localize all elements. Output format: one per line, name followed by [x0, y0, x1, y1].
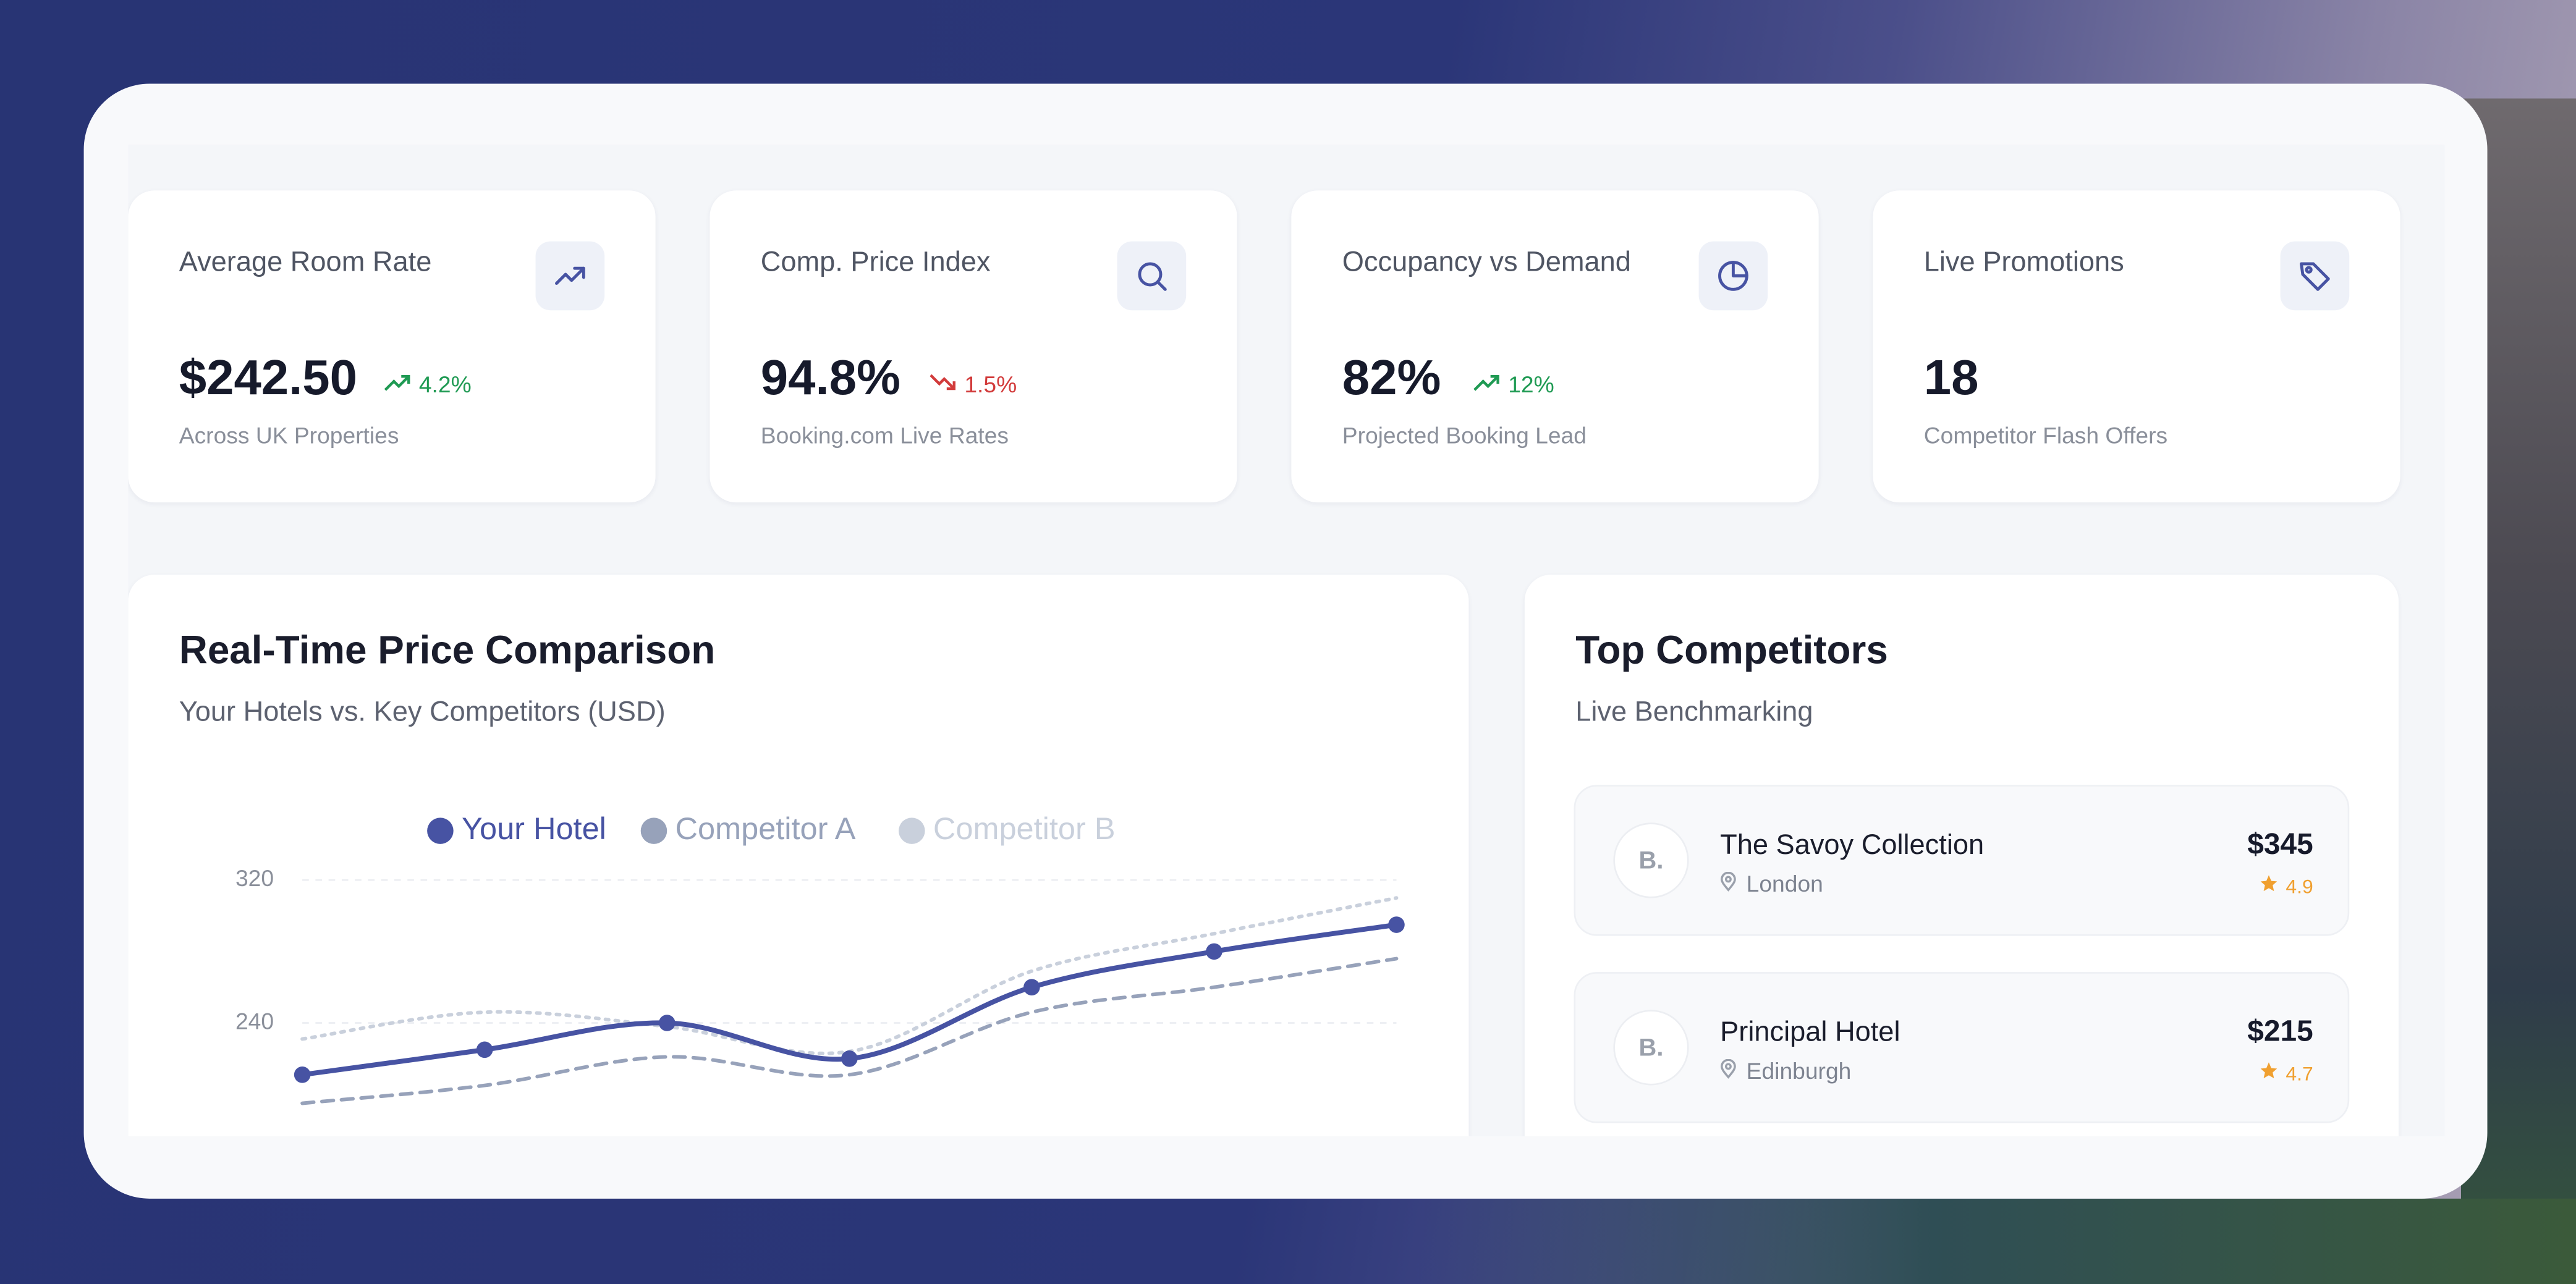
icon	[555, 266, 585, 285]
trend-icon	[928, 371, 958, 398]
chart-title: Real-Time Price Comparison	[179, 628, 716, 674]
trend-icon	[1472, 371, 1502, 398]
rating: 4.7	[2260, 1061, 2313, 1086]
kpi-title: Occupancy vs Demand	[1342, 246, 1631, 278]
kpi-subtitle: Projected Booking Lead	[1342, 421, 1587, 449]
hotel-name: The Savoy Collection	[1720, 829, 1985, 861]
rating-text: 4.9	[2286, 874, 2313, 898]
kpi-value: 18	[1923, 351, 1979, 406]
legend-label: Your Hotel	[462, 811, 606, 846]
legend-label: Competitor A	[676, 811, 856, 846]
legend-swatch	[640, 817, 667, 844]
kpi-title: Average Room Rate	[179, 246, 432, 278]
hotel-name: Principal Hotel	[1720, 1016, 1900, 1048]
price: $215	[2247, 1015, 2313, 1048]
series-line	[300, 896, 1399, 1055]
star-icon	[2260, 1061, 2279, 1086]
kpi-value: 82%	[1342, 351, 1441, 406]
avatar: B.	[1613, 1010, 1689, 1086]
kpi-value: 94.8%	[760, 351, 900, 406]
dashboard-content: Average Room Rate $242.50 4.2% Across UK Pr…	[128, 144, 2445, 1136]
change-text: 4.2%	[418, 371, 472, 398]
competitors-subtitle: Live Benchmarking	[1575, 696, 1813, 728]
change-text: 1.5%	[964, 371, 1017, 398]
icon	[2300, 262, 2330, 291]
kpi-icon	[1698, 241, 1768, 311]
competitor-item: B. The Savoy Collection London $345 4.9	[1574, 785, 2350, 936]
data-point	[1388, 916, 1405, 933]
kpi-card: Comp. Price Index 94.8% 1.5% Booking.com Li…	[710, 190, 1237, 503]
series-line	[300, 957, 1399, 1105]
chart-subtitle: Your Hotels vs. Key Competitors (USD)	[179, 696, 666, 728]
chart: 240 320 Your Hotel Competitor A Competitor B	[235, 811, 1405, 1105]
kpi-card: Occupancy vs Demand 82% 12% Projected Booki…	[1291, 190, 1819, 503]
dashboard-panel: Average Room Rate $242.50 4.2% Across UK Pr…	[83, 83, 2488, 1199]
data-point	[841, 1050, 858, 1067]
kpi-subtitle: Competitor Flash Offers	[1923, 421, 2168, 449]
location: London	[1720, 870, 1823, 897]
y-tick-label: 320	[235, 865, 274, 891]
competitors-card: Top Competitors Live Benchmarking B. The …	[1524, 575, 2399, 1136]
data-point	[658, 1015, 676, 1031]
rating: 4.9	[2260, 874, 2313, 898]
change-text: 12%	[1508, 371, 1554, 398]
data-point	[294, 1066, 311, 1083]
icon	[1138, 262, 1167, 291]
background-foliage	[0, 1198, 2576, 1284]
kpi-subtitle: Across UK Properties	[179, 421, 399, 449]
kpi-card: Live Promotions 18 Competitor Flash Offers	[1873, 190, 2400, 503]
kpi-title: Live Promotions	[1923, 246, 2124, 278]
kpi-subtitle: Booking.com Live Rates	[760, 421, 1009, 449]
location-text: London	[1746, 870, 1823, 897]
location: Edinburgh	[1720, 1057, 1851, 1084]
data-point	[476, 1041, 493, 1058]
y-tick-label: 240	[235, 1008, 274, 1034]
icon	[1718, 261, 1748, 291]
kpi-change: 12%	[1472, 371, 1554, 398]
kpi-title: Comp. Price Index	[760, 246, 991, 278]
avatar: B.	[1613, 822, 1689, 898]
price-chart-card: Real-Time Price Comparison Your Hotels v…	[128, 575, 1469, 1136]
kpi-icon	[2280, 241, 2350, 311]
pin-icon	[1720, 1057, 1737, 1084]
kpi-icon	[535, 241, 605, 311]
star-icon	[2260, 874, 2279, 898]
kpi-change: 1.5%	[928, 371, 1017, 398]
competitors-title: Top Competitors	[1575, 628, 1888, 674]
rating-text: 4.7	[2286, 1061, 2313, 1085]
kpi-value: $242.50	[179, 351, 358, 406]
legend-label: Competitor B	[933, 811, 1116, 846]
kpi-icon	[1117, 241, 1187, 311]
data-point	[1023, 979, 1040, 995]
kpi-card: Average Room Rate $242.50 4.2% Across UK Pr…	[128, 190, 656, 503]
data-point	[1206, 943, 1222, 960]
trend-icon	[383, 371, 412, 398]
legend-swatch	[899, 817, 925, 844]
kpi-change: 4.2%	[383, 371, 472, 398]
price: $345	[2247, 827, 2313, 861]
pin-icon	[1720, 870, 1737, 897]
legend-swatch	[427, 817, 454, 844]
competitor-item: B. Principal Hotel Edinburgh $215 4.7	[1574, 972, 2350, 1123]
location-text: Edinburgh	[1746, 1057, 1852, 1084]
